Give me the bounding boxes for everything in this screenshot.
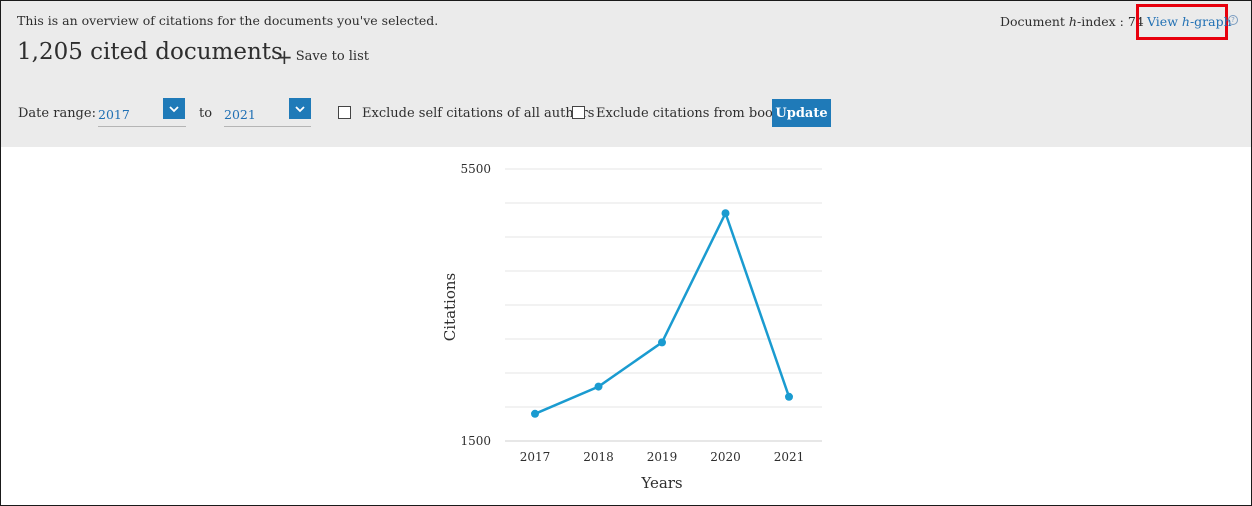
to-label: to (199, 106, 213, 121)
info-icon[interactable]: ? (1228, 15, 1238, 25)
citation-header: This is an overview of citations for the… (1, 1, 1251, 147)
citations-series-line (534, 209, 791, 415)
y-axis-title: Citations (441, 273, 459, 341)
x-tick-label: 2020 (710, 450, 741, 464)
overview-text: This is an overview of citations for the… (17, 13, 439, 28)
view-h-graph-italic: h (1181, 14, 1190, 29)
date-range-label: Date range: (18, 106, 96, 121)
exclude-self-citations-label: Exclude self citations of all authors (362, 106, 595, 121)
x-tick-label: 2017 (520, 450, 551, 464)
view-h-graph-prefix: View (1147, 14, 1182, 29)
x-tick-label: 2021 (774, 450, 805, 464)
x-axis-title: Years (640, 474, 682, 492)
x-tick-label: 2019 (647, 450, 678, 464)
chevron-down-icon[interactable] (289, 98, 311, 119)
date-from-select[interactable]: 2017 (98, 98, 186, 127)
document-h-index: Document h-index : 74 (1000, 14, 1144, 29)
view-h-graph-link[interactable]: View h-graph (1147, 14, 1232, 29)
y-tick-label: 5500 (460, 162, 491, 176)
y-axis-tick-labels: 5500 1500 (460, 162, 491, 448)
exclude-self-citations-checkbox[interactable] (338, 106, 351, 119)
exclude-books-label: Exclude citations from books (596, 106, 788, 121)
x-tick-label: 2018 (583, 450, 614, 464)
h-index-value: -index : 74 (1076, 14, 1144, 29)
y-tick-label: 1500 (460, 434, 491, 448)
chart-gridlines (505, 168, 822, 442)
view-h-graph-suffix: -graph (1189, 14, 1232, 29)
h-index-italic: h (1068, 14, 1077, 29)
save-to-list-button[interactable]: + Save to list (276, 44, 369, 69)
data-point[interactable] (721, 209, 730, 218)
chevron-down-icon[interactable] (163, 98, 185, 119)
plus-icon: + (276, 44, 293, 69)
exclude-books-checkbox[interactable] (572, 106, 585, 119)
update-button[interactable]: Update (772, 99, 831, 127)
view-h-graph-highlight (1136, 4, 1228, 40)
chart-series (531, 209, 793, 418)
date-from-value: 2017 (98, 107, 130, 122)
data-point[interactable] (531, 409, 539, 418)
date-to-select[interactable]: 2021 (224, 98, 311, 127)
data-point[interactable] (594, 382, 603, 391)
date-to-value: 2021 (224, 107, 256, 122)
cited-documents-count: 1,205 cited documents (17, 39, 283, 65)
data-point[interactable] (658, 338, 666, 347)
x-axis-tick-labels: 2017 2018 2019 2020 2021 (520, 450, 805, 464)
h-index-prefix: Document (1000, 14, 1069, 29)
save-to-list-label: Save to list (295, 49, 369, 64)
data-point[interactable] (785, 392, 793, 401)
